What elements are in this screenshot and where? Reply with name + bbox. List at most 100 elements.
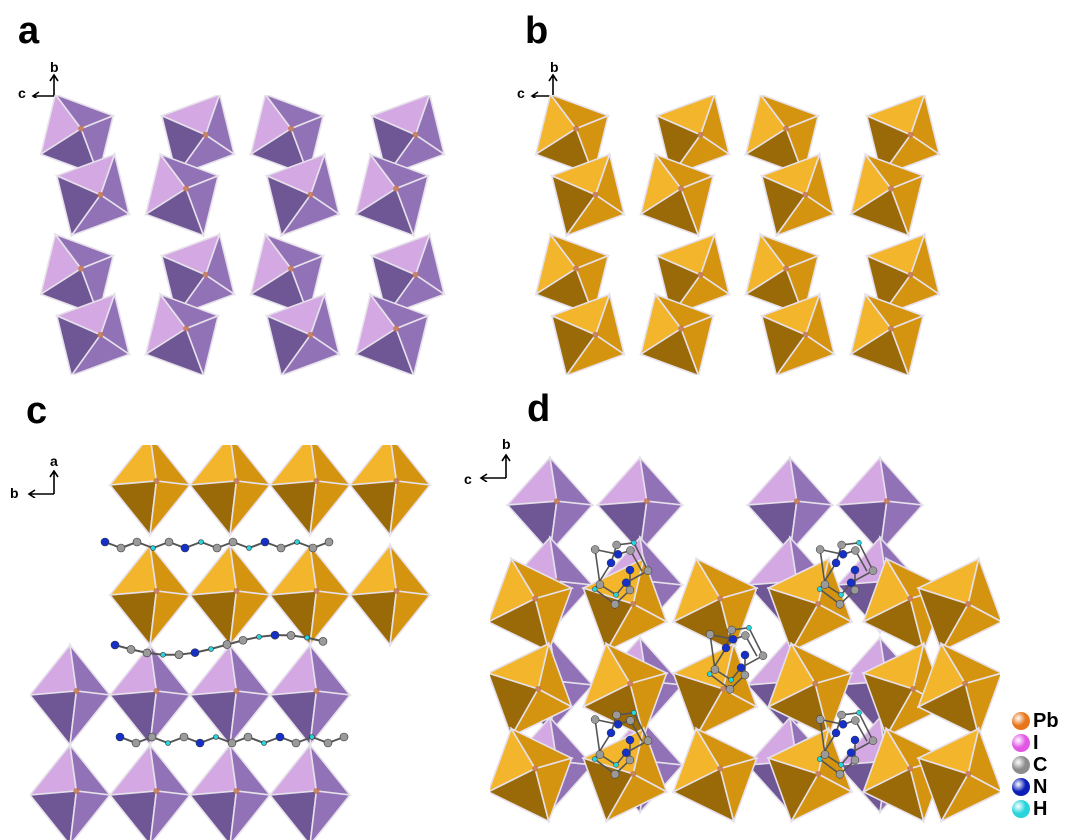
axis-label-left: c [517,85,525,101]
octahedron [639,152,716,239]
nitrogen-atom-icon [1012,778,1030,796]
octahedron [268,542,352,648]
octahedron [354,292,431,375]
organic-cation-cluster [590,540,653,609]
octahedron [264,151,341,238]
axis-label-left: c [464,471,472,487]
axis-arrows-icon [530,73,558,98]
panel-label-a: a [18,10,40,52]
octahedron [744,95,821,179]
octahedron [54,291,131,375]
octahedron [745,455,835,555]
octahedron [490,726,574,825]
legend-label: H [1033,798,1048,820]
octahedron [30,642,112,748]
octahedron [30,742,112,840]
octahedron [348,445,432,538]
legend-item: N [1012,776,1070,798]
legend-item: H [1012,798,1070,820]
organic-cation-cluster [815,540,878,609]
octahedron [849,152,926,239]
lead-atom-icon [1012,712,1030,730]
octahedron [835,455,925,555]
octahedron [144,152,221,239]
octahedron [108,542,192,648]
octahedron [535,95,611,179]
octahedron [505,455,595,555]
organic-cation-cluster [815,710,878,779]
octahedron [766,641,854,740]
octahedron [671,556,759,655]
octahedron [188,642,272,748]
organic-cation-chain [110,630,328,659]
octahedron [40,95,116,179]
octahedron [759,151,836,238]
octahedron [916,641,1000,740]
octahedron [188,742,272,840]
octahedron [108,445,192,538]
legend-item: C [1012,754,1070,776]
organic-cation-chain [115,732,349,748]
octahedron [159,95,236,178]
legend-item: I [1012,732,1070,754]
carbon-atom-icon [1012,756,1030,774]
panel-a-structure [40,95,446,375]
octahedron [108,742,192,840]
panel-b-structure [535,95,941,375]
octahedron [268,742,352,840]
panel-label-b: b [525,10,549,52]
octahedron [40,232,116,319]
octahedron [108,642,192,748]
axis-label-left: c [18,85,26,101]
axis-arrows-icon [31,73,59,98]
octahedron [916,725,1000,824]
octahedron [849,292,926,375]
organic-cation-chain [100,537,334,553]
octahedron [54,151,131,238]
octahedron [159,231,236,318]
octahedron [581,641,669,740]
axis-label-up: b [550,59,559,75]
octahedron [595,455,685,555]
octahedron [268,642,352,748]
axis-arrows-icon [27,469,59,498]
organic-cation-cluster [705,625,768,694]
legend-label: C [1033,754,1048,776]
octahedron [354,152,431,239]
octahedron [188,542,272,648]
octahedron [249,95,326,179]
panel-d-structure [490,455,1000,825]
legend-label: Pb [1033,710,1059,732]
axis-label-left: b [10,485,19,501]
axis-label-up: a [50,453,58,469]
legend-label: I [1033,732,1039,754]
octahedron [535,232,611,319]
octahedron [744,232,821,319]
axis-label-up: b [502,436,511,452]
octahedron [759,291,836,375]
octahedron [671,726,759,825]
organic-cation-cluster [590,710,653,779]
axis-arrows-icon [479,453,511,482]
panel-c-structure [30,445,432,840]
axis-label-up: b [50,59,59,75]
legend-item: Pb [1012,710,1070,732]
octahedron [864,95,941,178]
octahedron [348,542,432,648]
panel-label-c: c [26,390,48,432]
octahedron [264,291,341,375]
legend-label: N [1033,776,1048,798]
octahedron [916,555,1000,654]
octahedron [188,445,272,538]
panel-label-d: d [527,388,551,430]
iodine-atom-icon [1012,734,1030,752]
octahedron [144,292,221,375]
octahedron [490,640,574,739]
octahedron [549,151,626,238]
octahedron [549,291,626,375]
octahedron [268,445,352,538]
octahedron [249,232,326,319]
hydrogen-atom-icon [1012,800,1030,818]
octahedron [639,292,716,375]
octahedron [490,556,574,655]
